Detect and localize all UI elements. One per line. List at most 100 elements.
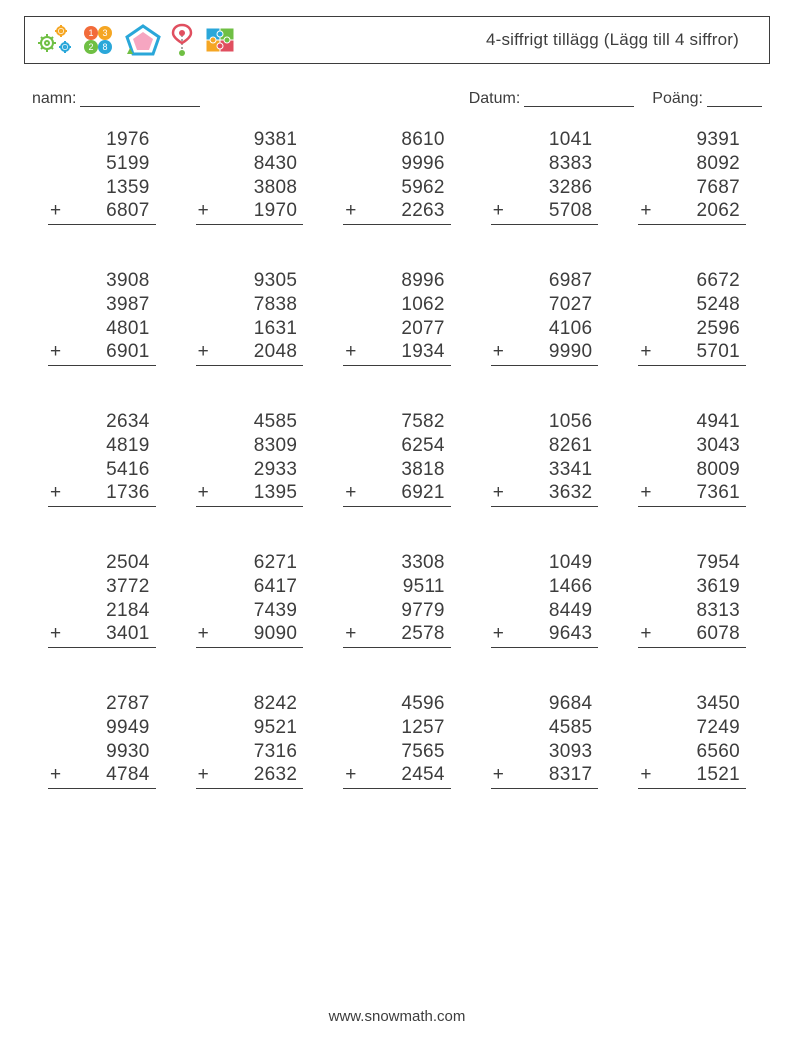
addend: 3987 [48, 293, 150, 317]
addition-problem: 795436198313+6078 [638, 551, 746, 648]
addend: 9511 [343, 575, 445, 599]
addend-last: 2454 [357, 763, 445, 787]
svg-text:1: 1 [88, 28, 93, 38]
operator: + [491, 481, 504, 505]
operator: + [196, 199, 209, 223]
addend: 3093 [491, 740, 593, 764]
addend: 9949 [48, 716, 150, 740]
addend: 1466 [491, 575, 593, 599]
addition-problem: 899610622077+1934 [343, 269, 451, 366]
operator: + [638, 199, 651, 223]
addition-problem: 197651991359+6807 [48, 128, 156, 225]
addend: 4585 [491, 716, 593, 740]
svg-text:2: 2 [88, 42, 93, 52]
operator: + [491, 763, 504, 787]
operator: + [638, 340, 651, 364]
addition-problem: 263448195416+1736 [48, 410, 156, 507]
addend: 3772 [48, 575, 150, 599]
addend: 2634 [48, 410, 150, 434]
problems-grid: 197651991359+6807 938184303808+1970 861099… [24, 128, 770, 789]
addend: 7687 [638, 176, 740, 200]
operator: + [343, 340, 356, 364]
addend: 2077 [343, 317, 445, 341]
addend-last: 2578 [357, 622, 445, 646]
addend: 9381 [196, 128, 298, 152]
addend: 1041 [491, 128, 593, 152]
addend: 3818 [343, 458, 445, 482]
addend: 7565 [343, 740, 445, 764]
addition-problem: 861099965962+2263 [343, 128, 451, 225]
addend-last: 6078 [652, 622, 740, 646]
addend: 4596 [343, 692, 445, 716]
addend-last: 2263 [357, 199, 445, 223]
addend: 4106 [491, 317, 593, 341]
addition-problem: 667252482596+5701 [638, 269, 746, 366]
addend-last: 2632 [209, 763, 297, 787]
addend: 7439 [196, 599, 298, 623]
addend: 1049 [491, 551, 593, 575]
addend-last: 4784 [61, 763, 149, 787]
operator: + [196, 481, 209, 505]
addend: 1056 [491, 410, 593, 434]
addition-problem: 938184303808+1970 [196, 128, 304, 225]
addend: 8309 [196, 434, 298, 458]
svg-text:8: 8 [102, 42, 107, 52]
addition-problem: 330895119779+2578 [343, 551, 451, 648]
addend: 6271 [196, 551, 298, 575]
addend: 3808 [196, 176, 298, 200]
addition-problem: 345072496560+1521 [638, 692, 746, 789]
operator: + [196, 622, 209, 646]
addition-problem: 104183833286+5708 [491, 128, 599, 225]
addend: 9684 [491, 692, 593, 716]
operator: + [48, 481, 61, 505]
addition-problem: 459612577565+2454 [343, 692, 451, 789]
addend: 3043 [638, 434, 740, 458]
addend: 5248 [638, 293, 740, 317]
addend: 8449 [491, 599, 593, 623]
addend-last: 2048 [209, 340, 297, 364]
operator: + [196, 340, 209, 364]
addition-problem: 458583092933+1395 [196, 410, 304, 507]
addend: 7249 [638, 716, 740, 740]
numbered-balls-icon: 1 3 2 8 [79, 23, 117, 57]
addend-last: 3632 [504, 481, 592, 505]
addend: 2504 [48, 551, 150, 575]
addition-problem: 758262543818+6921 [343, 410, 451, 507]
addend: 2787 [48, 692, 150, 716]
addition-problem: 278799499930+4784 [48, 692, 156, 789]
name-blank [80, 90, 200, 107]
operator: + [638, 622, 651, 646]
addend: 5199 [48, 152, 150, 176]
addend: 9930 [48, 740, 150, 764]
addend: 3286 [491, 176, 593, 200]
addend: 8996 [343, 269, 445, 293]
name-label: namn: [32, 90, 76, 108]
addend-last: 1934 [357, 340, 445, 364]
operator: + [491, 340, 504, 364]
addend: 5416 [48, 458, 150, 482]
addend: 8313 [638, 599, 740, 623]
operator: + [196, 763, 209, 787]
operator: + [48, 763, 61, 787]
addend: 5962 [343, 176, 445, 200]
addend: 1062 [343, 293, 445, 317]
addend-last: 8317 [504, 763, 592, 787]
addend: 1631 [196, 317, 298, 341]
worksheet-title: 4-siffrigt tillägg (Lägg till 4 siffror) [486, 30, 759, 50]
meta-row: namn: Datum: Poäng: [32, 90, 762, 108]
addition-problem: 250437722184+3401 [48, 551, 156, 648]
addend: 1257 [343, 716, 445, 740]
addend: 1359 [48, 176, 150, 200]
operator: + [638, 481, 651, 505]
addend-last: 1970 [209, 199, 297, 223]
operator: + [343, 622, 356, 646]
header-box: 1 3 2 8 [24, 16, 770, 64]
addition-problem: 104914668449+9643 [491, 551, 599, 648]
addend-last: 7361 [652, 481, 740, 505]
addend-last: 9090 [209, 622, 297, 646]
addend: 6417 [196, 575, 298, 599]
operator: + [343, 763, 356, 787]
addition-problem: 390839874801+6901 [48, 269, 156, 366]
operator: + [343, 481, 356, 505]
operator: + [48, 622, 61, 646]
